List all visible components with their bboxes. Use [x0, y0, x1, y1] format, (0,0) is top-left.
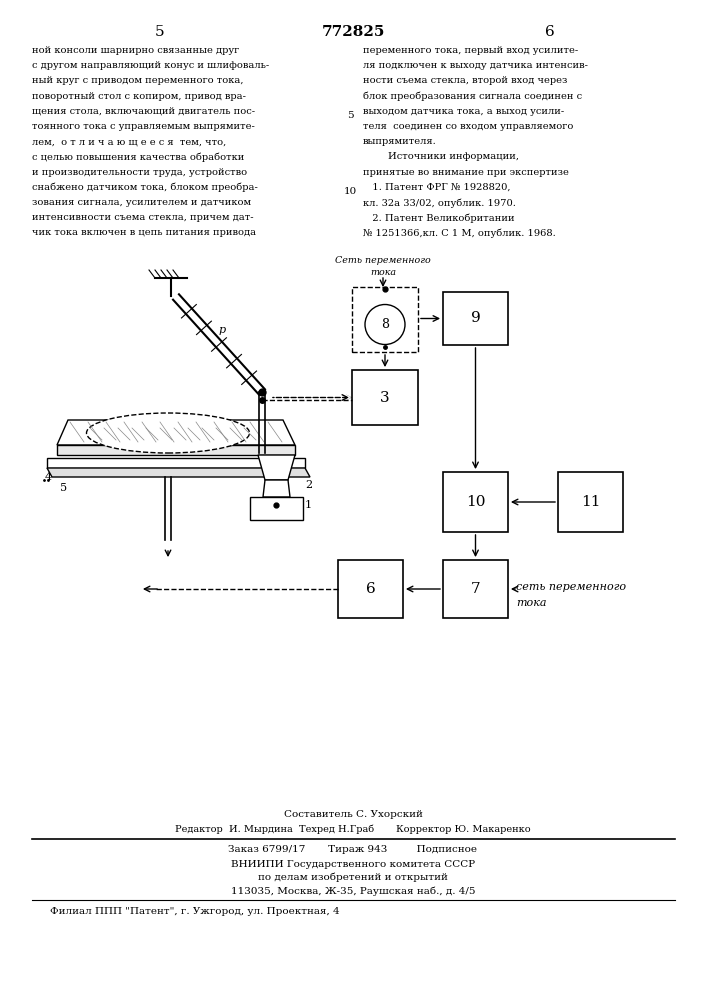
Text: Сеть переменного: Сеть переменного — [335, 256, 431, 265]
Polygon shape — [250, 497, 303, 520]
Text: 4: 4 — [45, 472, 52, 482]
Bar — [443, 560, 508, 618]
Text: 9: 9 — [471, 312, 480, 326]
Text: снабжено датчиком тока, блоком преобра-: снабжено датчиком тока, блоком преобра- — [32, 183, 258, 192]
Polygon shape — [57, 420, 295, 445]
Text: 10: 10 — [344, 187, 356, 196]
Text: 5: 5 — [156, 25, 165, 39]
Text: 5: 5 — [346, 111, 354, 120]
Text: Заказ 6799/17       Тираж 943         Подписное: Заказ 6799/17 Тираж 943 Подписное — [228, 845, 477, 854]
Text: кл. 32а 33/02, опублик. 1970.: кл. 32а 33/02, опублик. 1970. — [363, 198, 516, 208]
Text: p: p — [218, 325, 226, 335]
Text: Составитель С. Ухорский: Составитель С. Ухорский — [284, 810, 423, 819]
Text: сеть переменного: сеть переменного — [516, 582, 626, 592]
Text: Источники информации,: Источники информации, — [363, 152, 519, 161]
Circle shape — [365, 304, 405, 344]
Text: ный круг с приводом переменного тока,: ный круг с приводом переменного тока, — [32, 76, 243, 85]
Text: интенсивности съема стекла, причем дат-: интенсивности съема стекла, причем дат- — [32, 213, 254, 222]
Text: 6: 6 — [366, 582, 375, 596]
Text: зования сигнала, усилителем и датчиком: зования сигнала, усилителем и датчиком — [32, 198, 251, 207]
Bar — [338, 560, 403, 618]
Text: блок преобразования сигнала соединен с: блок преобразования сигнала соединен с — [363, 92, 582, 101]
Bar — [352, 287, 418, 352]
Text: 10: 10 — [466, 495, 485, 509]
Text: 8: 8 — [381, 318, 389, 331]
Text: лем,  о т л и ч а ю щ е е с я  тем, что,: лем, о т л и ч а ю щ е е с я тем, что, — [32, 137, 226, 146]
Text: поворотный стол с копиром, привод вра-: поворотный стол с копиром, привод вра- — [32, 92, 246, 101]
Text: тока: тока — [516, 598, 547, 608]
Bar — [443, 472, 508, 532]
Text: 7: 7 — [471, 582, 480, 596]
Text: 2: 2 — [305, 480, 312, 490]
Text: 2. Патент Великобритании: 2. Патент Великобритании — [363, 213, 515, 223]
Text: ной консоли шарнирно связанные друг: ной консоли шарнирно связанные друг — [32, 46, 239, 55]
Text: теля  соединен со входом управляемого: теля соединен со входом управляемого — [363, 122, 573, 131]
Bar — [352, 370, 418, 425]
Text: 6: 6 — [545, 25, 555, 39]
Ellipse shape — [86, 413, 250, 453]
Bar — [558, 472, 623, 532]
Text: с другом направляющий конус и шлифоваль-: с другом направляющий конус и шлифоваль- — [32, 61, 269, 70]
Text: ля подключен к выходу датчика интенсив-: ля подключен к выходу датчика интенсив- — [363, 61, 588, 70]
Text: щения стола, включающий двигатель пос-: щения стола, включающий двигатель пос- — [32, 107, 255, 116]
Text: чик тока включен в цепь питания привода: чик тока включен в цепь питания привода — [32, 228, 256, 237]
Text: 5: 5 — [60, 483, 67, 493]
Text: ВНИИПИ Государственного комитета СССР: ВНИИПИ Государственного комитета СССР — [231, 860, 475, 869]
Text: Редактор  И. Мырдина  Техред Н.Граб       Корректор Ю. Макаренко: Редактор И. Мырдина Техред Н.Граб Коррек… — [175, 825, 531, 834]
Bar — [443, 292, 508, 345]
Text: тока: тока — [370, 268, 396, 277]
Text: тоянного тока с управляемым выпрямите-: тоянного тока с управляемым выпрямите- — [32, 122, 255, 131]
Text: 3: 3 — [380, 390, 390, 404]
Text: принятые во внимание при экспертизе: принятые во внимание при экспертизе — [363, 168, 569, 177]
Text: по делам изобретений и открытий: по делам изобретений и открытий — [258, 873, 448, 882]
Text: 113035, Москва, Ж-35, Раушская наб., д. 4/5: 113035, Москва, Ж-35, Раушская наб., д. … — [230, 886, 475, 896]
Text: 1. Патент ФРГ № 1928820,: 1. Патент ФРГ № 1928820, — [363, 183, 510, 192]
Text: переменного тока, первый вход усилите-: переменного тока, первый вход усилите- — [363, 46, 578, 55]
Polygon shape — [263, 480, 290, 497]
Text: 11: 11 — [580, 495, 600, 509]
Text: № 1251366,кл. С 1 М, опублик. 1968.: № 1251366,кл. С 1 М, опублик. 1968. — [363, 228, 556, 238]
Text: Филиал ППП "Патент", г. Ужгород, ул. Проектная, 4: Филиал ППП "Патент", г. Ужгород, ул. Про… — [50, 907, 339, 916]
Text: 772825: 772825 — [321, 25, 385, 39]
Polygon shape — [47, 458, 305, 468]
Polygon shape — [258, 455, 295, 480]
Polygon shape — [47, 468, 310, 477]
Text: 1: 1 — [305, 500, 312, 510]
Text: с целью повышения качества обработки: с целью повышения качества обработки — [32, 152, 245, 162]
Text: и производительности труда, устройство: и производительности труда, устройство — [32, 168, 247, 177]
Polygon shape — [57, 445, 295, 455]
Text: выходом датчика тока, а выход усили-: выходом датчика тока, а выход усили- — [363, 107, 564, 116]
Text: выпрямителя.: выпрямителя. — [363, 137, 437, 146]
Text: ности съема стекла, второй вход через: ности съема стекла, второй вход через — [363, 76, 568, 85]
